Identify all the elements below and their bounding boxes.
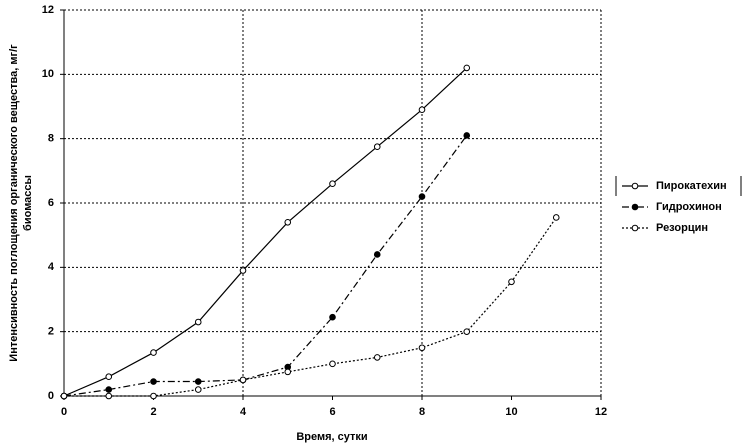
x-tick-label: 0	[61, 406, 67, 418]
marker	[508, 278, 515, 286]
marker	[150, 392, 157, 400]
marker	[105, 373, 113, 381]
marker	[194, 386, 202, 393]
marker	[60, 392, 68, 400]
x-tick-label: 8	[419, 406, 425, 418]
marker	[105, 392, 113, 400]
marker	[284, 219, 292, 226]
series-line	[64, 217, 557, 397]
marker	[329, 180, 336, 187]
marker	[194, 318, 202, 326]
x-tick-label: 6	[329, 406, 335, 418]
marker	[373, 251, 381, 258]
legend-label: Резорцин	[656, 222, 708, 234]
marker	[373, 354, 381, 361]
y-tick-label: 2	[48, 326, 54, 338]
marker	[418, 193, 426, 200]
legend-marker	[631, 182, 639, 190]
y-tick-label: 6	[48, 197, 54, 209]
marker	[239, 376, 247, 384]
marker	[150, 349, 157, 356]
marker	[150, 378, 157, 385]
y-tick-label: 12	[42, 4, 54, 16]
marker	[239, 267, 247, 274]
y-axis-label: биомассы	[22, 175, 34, 231]
marker	[418, 106, 426, 114]
marker	[105, 386, 113, 393]
x-tick-label: 4	[240, 406, 247, 418]
y-axis-label: Интенсивность поглощения органического в…	[8, 44, 20, 362]
marker	[552, 214, 560, 221]
y-tick-label: 4	[48, 261, 55, 273]
marker	[463, 64, 471, 72]
legend-label: Гидрохинон	[656, 201, 722, 213]
marker	[373, 143, 381, 151]
legend-label: Пирокатехин	[656, 180, 727, 192]
y-tick-label: 0	[48, 390, 54, 402]
marker	[463, 328, 471, 335]
marker	[418, 344, 426, 352]
marker	[329, 313, 336, 321]
legend-marker	[631, 224, 639, 232]
series-line	[63, 135, 468, 397]
y-tick-label: 8	[48, 133, 54, 145]
x-tick-label: 10	[505, 406, 517, 418]
marker	[284, 368, 292, 376]
x-axis-label: Время, сутки	[296, 431, 367, 443]
marker	[329, 360, 336, 368]
marker	[194, 378, 202, 385]
y-tick-label: 10	[42, 68, 54, 80]
x-tick-label: 2	[150, 406, 156, 418]
series-line	[63, 67, 468, 397]
x-tick-label: 12	[595, 406, 607, 418]
marker	[463, 132, 471, 139]
legend-marker	[631, 203, 639, 211]
